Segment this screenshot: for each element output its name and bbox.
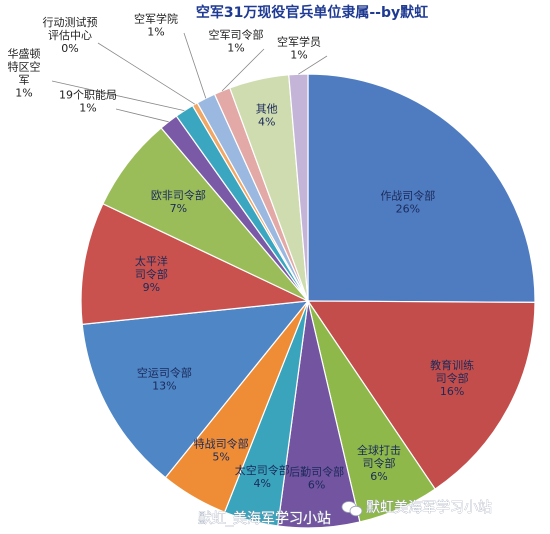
watermark-brand: 默虹美海军学习小站 [366,500,492,516]
pie-slice [306,300,536,490]
slice-label: 空军司令部 1% [209,28,264,55]
leader-lines [51,32,328,123]
slice-label: 欧非司令部 7% [151,188,206,215]
pie-slice [288,73,309,302]
slice-label: 作战司令部 26% [380,188,435,215]
slice-label: 空运司令部 13% [137,365,192,392]
wechat-icon [341,501,363,517]
pie-slice [80,202,311,326]
slice-label: 特战司令部 5% [194,437,249,464]
watermark: 默虹_美海军学习小站 默虹美海军学习小站 [198,500,493,528]
watermark-bottom: 默虹_美海军学习小站 [198,511,331,527]
slice-label: 教育训练司令部 16% [430,358,474,398]
slice-label: 空军学院 1% [134,12,178,39]
slice-label: 19个职能局 1% [59,88,117,115]
leader-line [97,42,196,105]
pie-slice [81,300,310,479]
slice-label: 其他 4% [256,102,278,128]
leader-line [183,32,207,99]
slice-labels: 作战司令部 26% 教育训练司令部 16% 全球打击司令部 6% 后勤司令部 6%太空司令部 4… [8,12,475,492]
slice-label: 华盛顿特区空军 1% [8,47,41,100]
leader-line [221,48,265,92]
slice-label: 后勤司令部 6% [289,464,344,491]
slice-label: 太平洋司令部 9% [135,254,168,294]
slice-label: 全球打击司令部 6% [357,443,401,483]
leader-line [298,55,328,75]
chart-title: 空军31万现役官兵单位隶属--by默虹 [196,4,428,21]
pie-slices [80,73,536,529]
leader-line [51,80,185,112]
slice-label: 太空司令部 4% [235,463,290,490]
slice-label: 空军学员 1% [277,35,321,62]
leader-line [115,108,169,123]
pie-slice [307,73,536,303]
slice-label: 行动测试预评估中心 0% [43,16,98,55]
